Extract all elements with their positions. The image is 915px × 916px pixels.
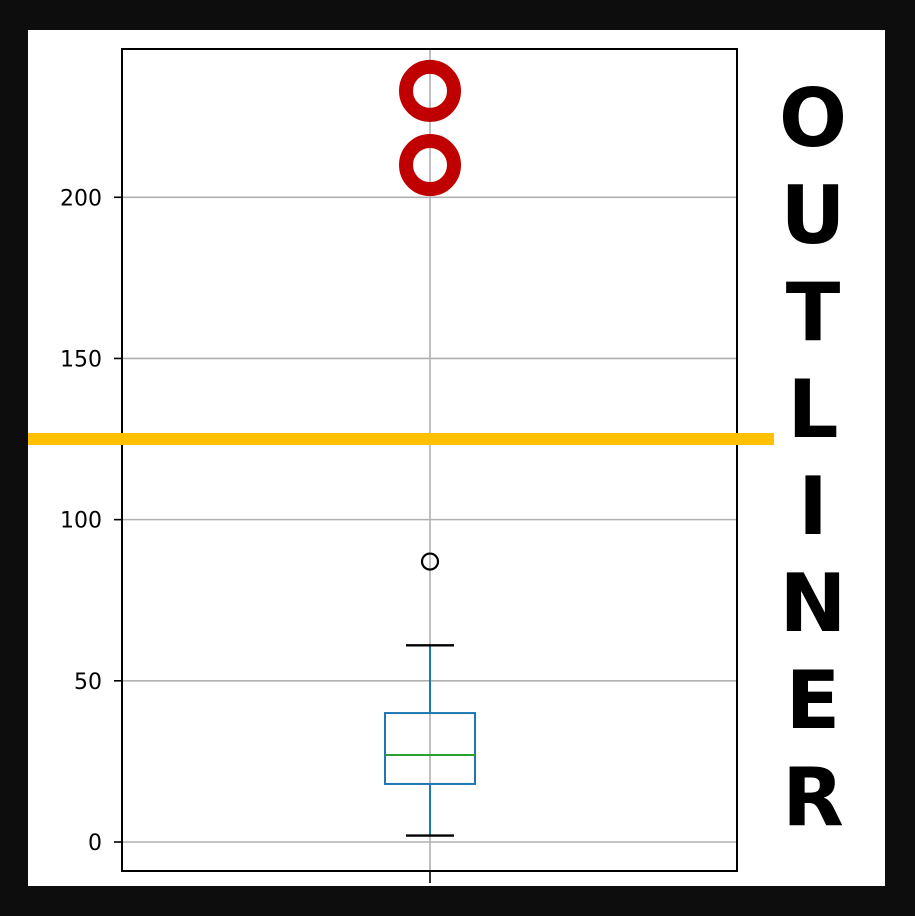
- side-title-letter: R: [782, 751, 844, 844]
- side-title-letter: L: [787, 363, 839, 456]
- side-title-letter: U: [780, 169, 846, 262]
- y-tick-label: 0: [88, 831, 102, 856]
- y-tick-label: 100: [60, 509, 102, 534]
- highlighted-outlier-point: [399, 134, 461, 197]
- side-title-letter: O: [778, 72, 847, 165]
- y-tick-label: 50: [74, 670, 102, 695]
- side-title-letter: T: [785, 266, 841, 359]
- y-axis-ticks: 0 50 100 150 200: [60, 186, 431, 883]
- side-title-letter: I: [798, 460, 828, 553]
- outlier-point: [420, 552, 440, 571]
- iqr-box: [384, 712, 476, 785]
- y-tick-label: 200: [60, 186, 102, 211]
- box-plot: [384, 644, 476, 837]
- highlighted-outlier-point: [399, 59, 461, 122]
- y-tick-label: 150: [60, 347, 102, 372]
- side-title-letter: E: [785, 654, 841, 747]
- outliers: [399, 59, 461, 571]
- grid-lines: [122, 49, 737, 871]
- side-title-letter: N: [779, 557, 847, 650]
- box-plot-chart: 0 50 100 150 200: [28, 48, 774, 883]
